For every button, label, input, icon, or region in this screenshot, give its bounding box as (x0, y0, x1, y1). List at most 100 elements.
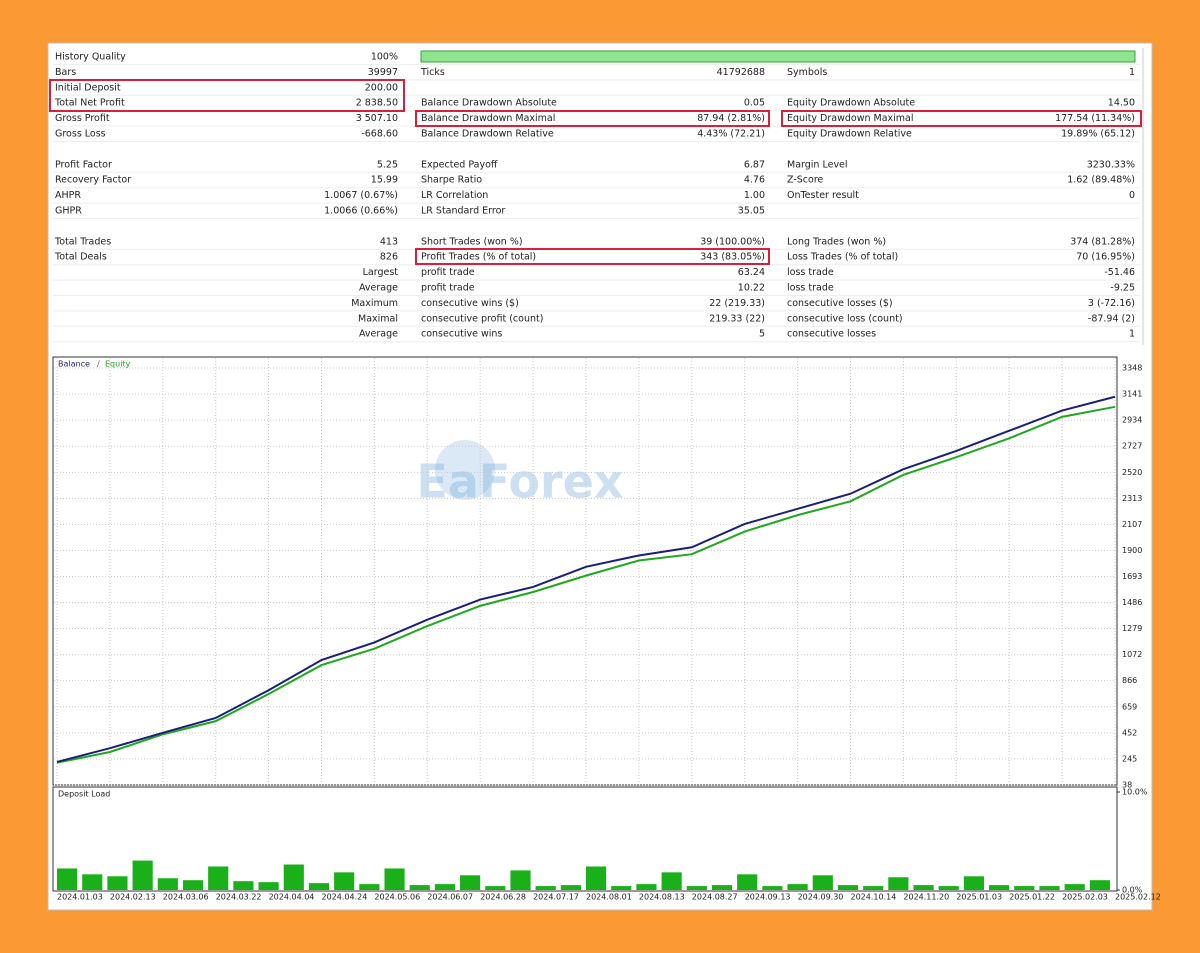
legend-separator: / (97, 360, 100, 369)
y-tick-label: 1900 (1122, 546, 1142, 555)
highlight-box (415, 248, 770, 265)
stat-label: loss trade (787, 283, 834, 294)
deposit-bar (636, 884, 657, 890)
stat-label: consecutive losses ($) (787, 298, 893, 309)
legend-entry: Balance (58, 360, 90, 369)
x-tick-label: 2024.07.17 (533, 893, 579, 902)
stat-label: Balance Drawdown Relative (421, 129, 554, 140)
deposit-bar (510, 870, 531, 890)
series-line (56, 395, 1116, 763)
stat-value: 200.00 (365, 82, 398, 93)
deposit-bar (233, 881, 254, 890)
stat-label: loss trade (787, 267, 834, 278)
stat-value: 63.24 (738, 267, 765, 278)
x-tick-label: 2024.09.30 (798, 893, 844, 902)
x-tick-label: 2024.06.07 (427, 893, 473, 902)
stat-value: 0 (1129, 190, 1135, 201)
deposit-bar (460, 875, 481, 890)
x-tick-label: 2024.08.01 (586, 893, 632, 902)
deposit-bar (737, 874, 758, 890)
y-tick-label: 245 (1122, 754, 1137, 763)
stat-value: 70 (16.95%) (1076, 252, 1135, 263)
stat-value: 0.05 (744, 98, 765, 109)
deposit-bar (334, 872, 355, 890)
x-tick-label: 2024.04.04 (269, 893, 315, 902)
deposit-bar (989, 885, 1010, 890)
deposit-bar (208, 866, 229, 890)
stat-value: 1.0067 (0.67%) (324, 190, 398, 201)
y-tick-label: 452 (1122, 728, 1137, 737)
stat-value: 22 (219.33) (709, 298, 765, 309)
history-quality-bar (420, 50, 1136, 63)
stat-value: 413 (380, 236, 398, 247)
deposit-bar (107, 876, 128, 890)
y-tick-label: 10.0% (1122, 788, 1148, 797)
deposit-bar (938, 886, 959, 890)
y-tick-label: 2313 (1122, 494, 1142, 503)
stat-value: 2 838.50 (356, 98, 398, 109)
stat-value: Maximal (358, 313, 398, 324)
deposit-bar (711, 885, 733, 890)
stat-value: 219.33 (22) (709, 313, 765, 324)
stat-value: 1.00 (744, 190, 765, 201)
series-line (56, 405, 1116, 764)
stat-value: 5.25 (377, 159, 398, 170)
highlight-box (415, 110, 770, 127)
y-tick-label: 1693 (1122, 572, 1142, 581)
stat-value: 3230.33% (1087, 159, 1135, 170)
stat-label: Margin Level (787, 159, 848, 170)
y-tick-label: 866 (1122, 676, 1137, 685)
stat-value: 5 (759, 329, 765, 340)
stat-label: Bars (55, 67, 76, 78)
stat-label: LR Standard Error (421, 206, 505, 217)
stat-value: 374 (81.28%) (1070, 236, 1135, 247)
stat-value: Largest (363, 267, 399, 278)
deposit-bar (434, 884, 456, 890)
y-tick-label: 0.0% (1122, 886, 1143, 895)
stat-label: Balance Drawdown Maximal (421, 113, 555, 124)
stat-value: 177.54 (11.34%) (1055, 113, 1135, 124)
stat-value: -9.25 (1110, 283, 1135, 294)
y-tick-label: 1486 (1122, 598, 1142, 607)
y-tick-label: 1279 (1122, 624, 1142, 633)
stat-value: 343 (83.05%) (700, 252, 765, 263)
stat-label: consecutive wins (421, 329, 502, 340)
stat-value: -668.60 (361, 129, 398, 140)
stat-label: Profit Factor (55, 159, 112, 170)
stat-value: 1 (1129, 329, 1135, 340)
stat-label: Recovery Factor (55, 175, 131, 186)
stat-value: 10.22 (738, 283, 765, 294)
deposit-bar (812, 875, 833, 890)
x-tick-label: 2024.04.24 (322, 893, 368, 902)
stat-label: consecutive profit (count) (421, 313, 543, 324)
deposit-bar (787, 884, 808, 890)
x-tick-label: 2025.02.03 (1062, 893, 1108, 902)
deposit-bar (359, 884, 380, 890)
stat-label: AHPR (55, 190, 81, 201)
stat-label: Profit Trades (% of total) (421, 252, 536, 263)
stat-label: History Quality (55, 52, 126, 63)
stat-label: Total Net Profit (54, 98, 125, 109)
deposit-bar (384, 868, 405, 890)
stat-value: 3 (-72.16) (1088, 298, 1135, 309)
stat-label: Short Trades (won %) (421, 236, 523, 247)
deposit-bar (308, 883, 330, 890)
deposit-bar (837, 885, 859, 890)
x-tick-label: 2025.01.03 (956, 893, 1002, 902)
stat-value: 3 507.10 (356, 113, 398, 124)
x-tick-label: 2024.02.13 (110, 893, 156, 902)
deposit-bar (1089, 880, 1110, 890)
stat-value: 100% (371, 52, 398, 63)
stat-value: 4.43% (72.21) (697, 129, 765, 140)
stat-label: GHPR (55, 206, 82, 217)
deposit-bar (762, 886, 783, 890)
stat-value: 1 (1129, 67, 1135, 78)
deposit-bar (157, 878, 178, 890)
stat-value: 14.50 (1108, 98, 1135, 109)
plot-area (52, 356, 1118, 786)
deposit-bar (963, 876, 985, 890)
deposit-bar (1014, 886, 1035, 890)
stat-label: Equity Drawdown Absolute (787, 98, 915, 109)
x-tick-label: 2024.03.22 (216, 893, 262, 902)
